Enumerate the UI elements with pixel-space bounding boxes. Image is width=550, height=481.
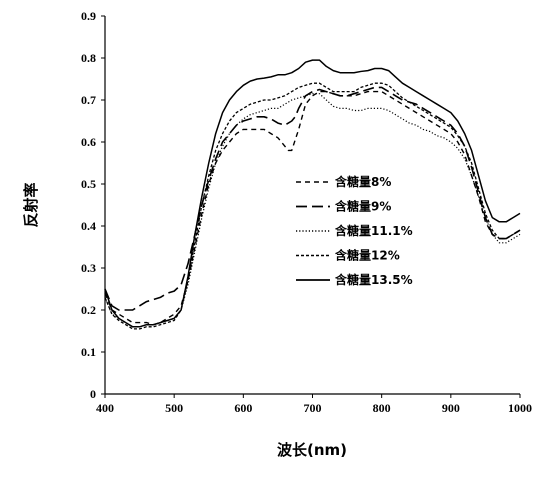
series-line-3 — [104, 93, 521, 328]
y-tick-label: 0.5 — [81, 177, 96, 191]
y-tick-label: 0.9 — [81, 9, 96, 23]
x-tick-label: 600 — [234, 401, 252, 415]
series-line-5 — [104, 59, 521, 328]
series-line-4 — [104, 82, 521, 330]
x-tick-label: 1000 — [508, 401, 532, 415]
legend-label-4: 含糖量12% — [335, 248, 400, 263]
series-layer — [104, 59, 521, 330]
axes: 0 0.1 0.2 0.3 0.4 0.5 0.6 0.7 0.8 0.9 400 500 600 700… — [81, 9, 532, 415]
y-tick-label: 0.2 — [81, 303, 96, 317]
x-tick-label: 700 — [304, 401, 322, 415]
y-axis-title: 反射率 — [22, 182, 40, 227]
x-axis-title: 波长(nm) — [277, 441, 347, 459]
series-line-2 — [104, 86, 521, 311]
y-tick-label: 0.7 — [81, 93, 96, 107]
y-tick-label: 0.3 — [81, 261, 96, 275]
y-tick-label: 0.6 — [81, 135, 96, 149]
legend-label-3: 含糖量11.1% — [335, 223, 413, 238]
y-tick-label: 0 — [90, 387, 96, 401]
x-tick-label: 800 — [373, 401, 391, 415]
legend: 含糖量8% 含糖量9% 含糖量11.1% 含糖量12% 含糖量13.5% — [296, 174, 413, 287]
legend-label-5: 含糖量13.5% — [335, 272, 413, 287]
series-line-1 — [104, 90, 521, 326]
legend-label-2: 含糖量9% — [335, 199, 391, 214]
y-tick-label: 0.8 — [81, 51, 96, 65]
legend-label-1: 含糖量8% — [335, 174, 391, 189]
x-tick-label: 500 — [165, 401, 183, 415]
y-tick-label: 0.1 — [81, 345, 96, 359]
x-tick-label: 400 — [96, 401, 114, 415]
y-tick-label: 0.4 — [81, 219, 96, 233]
x-tick-label: 900 — [442, 401, 460, 415]
